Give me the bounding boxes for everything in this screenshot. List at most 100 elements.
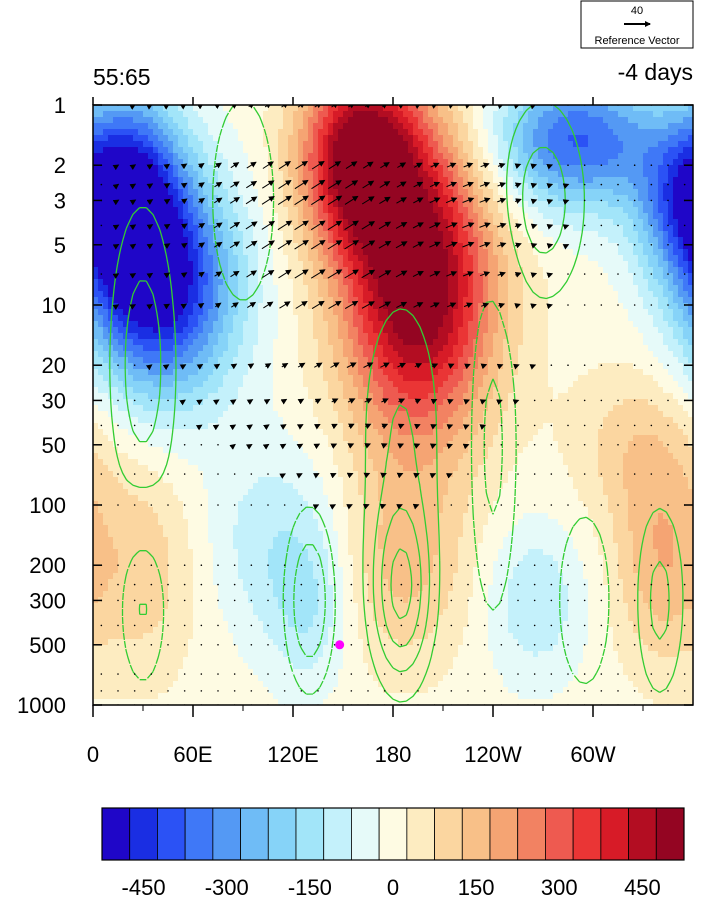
wind-vector [567, 443, 569, 446]
colorbar-swatch [434, 807, 463, 861]
wind-vector [667, 624, 669, 627]
wind-vector [283, 690, 286, 692]
wind-vector [397, 162, 407, 169]
wind-vector [567, 504, 569, 506]
colorbar-swatch [655, 807, 685, 861]
wind-vector [167, 673, 169, 675]
wind-vector [183, 690, 186, 692]
wind-vector [117, 443, 119, 446]
wind-vector [617, 304, 619, 306]
wind-vector [246, 270, 258, 278]
wind-vector [311, 179, 326, 190]
contour-line [390, 548, 413, 620]
wind-vector [364, 443, 372, 449]
wind-vector [583, 643, 586, 646]
colorbar-swatch [378, 807, 408, 861]
wind-vector [327, 220, 343, 231]
wind-vector [400, 624, 403, 627]
wind-vector [117, 599, 119, 602]
wind-vector [250, 504, 253, 506]
wind-vector [462, 241, 475, 248]
wind-vector [481, 302, 490, 309]
wind-vector [217, 643, 219, 646]
wind-vector [231, 302, 239, 309]
wind-vector [533, 643, 536, 646]
wind-vector [414, 423, 421, 430]
wind-vector [433, 599, 436, 602]
wind-vector [381, 398, 389, 404]
wind-vector [146, 224, 154, 230]
wind-vector [146, 199, 154, 205]
wind-vector [214, 197, 223, 204]
wind-vector [480, 162, 490, 169]
wind-vector [514, 182, 522, 189]
wind-vector [179, 399, 186, 406]
wind-vector [150, 643, 153, 646]
colorbar-swatch [101, 807, 131, 861]
wind-vector [650, 224, 653, 227]
panel-label: 55:65 [93, 64, 151, 90]
wind-vector [250, 690, 253, 692]
wind-vector [317, 583, 319, 586]
wind-vector [517, 624, 519, 627]
wind-vector [133, 673, 136, 675]
wind-vector [467, 599, 469, 602]
wind-vector [530, 198, 538, 205]
wind-vector [650, 443, 653, 446]
wind-vector [229, 221, 241, 229]
wind-vector [445, 197, 458, 204]
wind-vector [583, 243, 586, 246]
wind-vector [600, 643, 603, 646]
wind-vector [683, 583, 686, 586]
wind-vector [117, 643, 119, 646]
colorbar-swatch [572, 807, 602, 861]
wind-vector [583, 364, 586, 367]
wind-vector [417, 643, 419, 646]
wind-vector [433, 643, 436, 646]
wind-vector [617, 273, 619, 275]
wind-vector [617, 399, 619, 402]
wind-vector [346, 472, 354, 479]
wind-vector [600, 424, 603, 427]
wind-vector [530, 243, 538, 249]
wind-vector [300, 599, 303, 602]
wind-vector [230, 162, 240, 169]
wind-vector [583, 504, 586, 506]
wind-vector [294, 179, 309, 190]
x-tick-label: 60W [570, 742, 615, 767]
wind-vector [180, 272, 188, 279]
wind-vector [150, 624, 153, 627]
wind-vector [150, 583, 153, 586]
wind-vector [429, 197, 441, 204]
wind-vector [633, 583, 636, 586]
wind-vector [497, 162, 506, 169]
wind-vector [446, 424, 454, 430]
wind-vector [467, 504, 469, 506]
wind-vector [117, 504, 119, 506]
wind-vector [329, 504, 337, 510]
wind-vector [297, 105, 306, 109]
wind-vector [333, 599, 336, 602]
wind-vector [396, 504, 403, 510]
x-tick-label: 120W [464, 742, 522, 767]
wind-vector [650, 504, 653, 506]
wind-vector [430, 162, 440, 169]
colorbar-swatch [628, 807, 657, 861]
wind-vector [198, 182, 205, 189]
wind-vector [583, 473, 586, 475]
wind-vector [414, 398, 422, 405]
wind-vector [550, 424, 553, 427]
wind-vector [364, 105, 372, 109]
wind-vector [198, 242, 206, 249]
wind-vector [500, 690, 503, 692]
lag-label: -4 days [618, 59, 693, 85]
wind-vector [180, 303, 188, 310]
wind-vector [200, 583, 203, 586]
wind-vector [447, 302, 457, 308]
wind-vector [133, 364, 136, 367]
y-tick-label: 10 [42, 293, 66, 318]
wind-vector [514, 198, 522, 204]
wind-vector [650, 599, 653, 602]
wind-vector [450, 643, 453, 646]
wind-vector [383, 673, 386, 675]
